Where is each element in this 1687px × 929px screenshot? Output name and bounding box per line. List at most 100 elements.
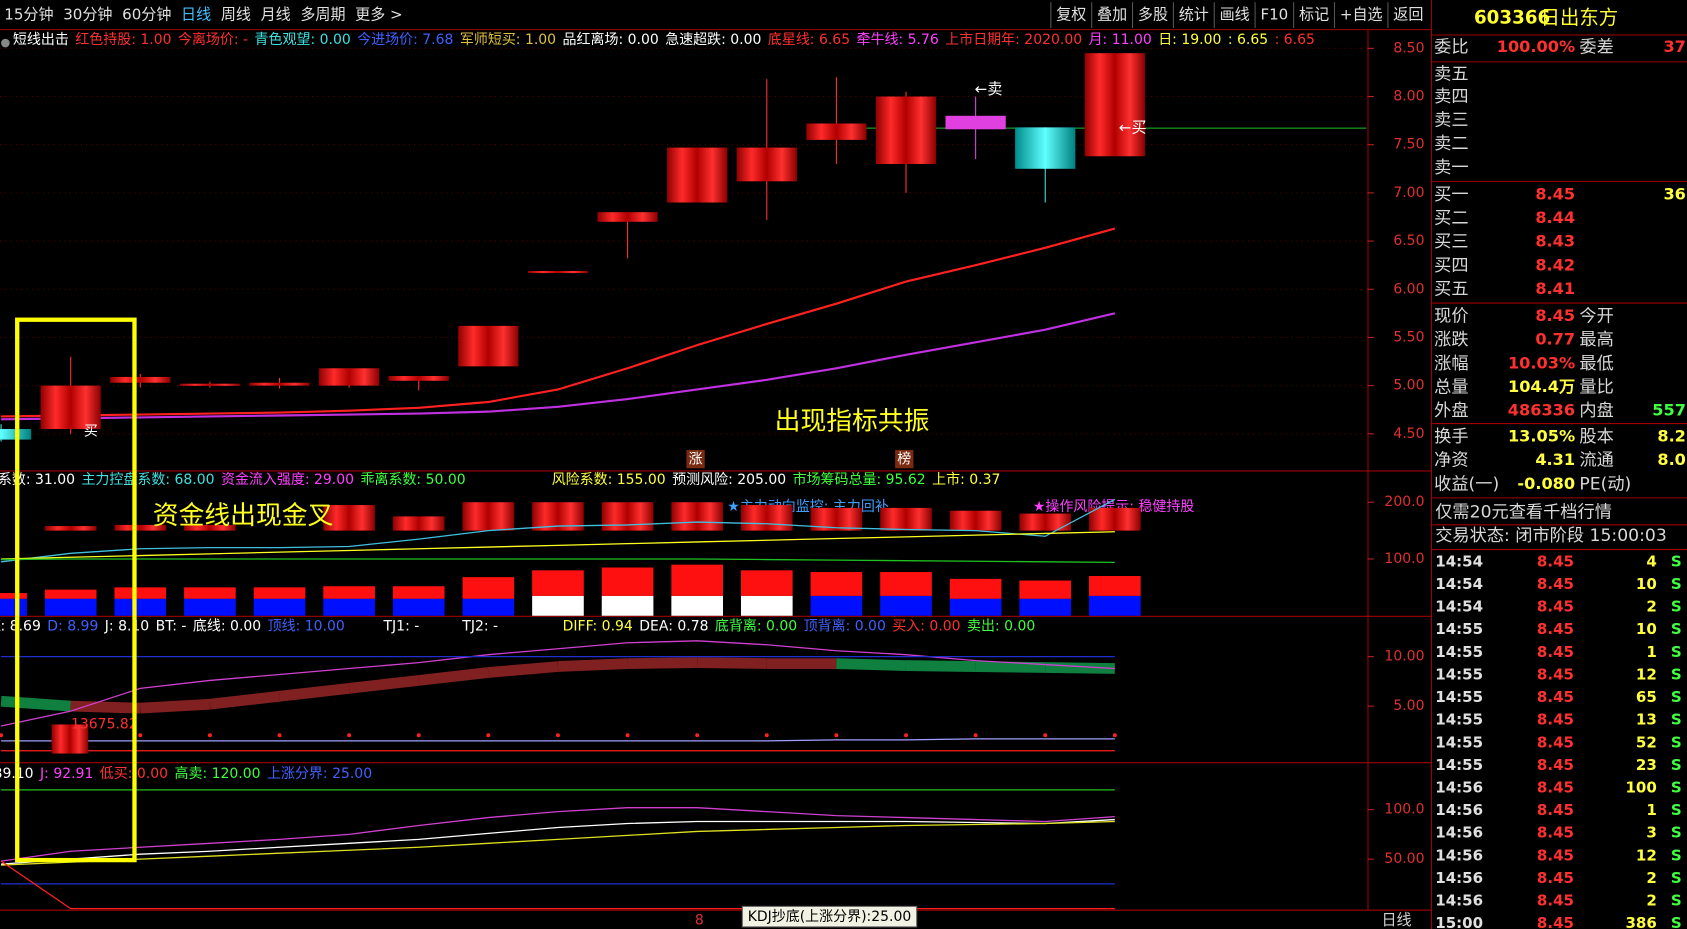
period-tab[interactable]: 更多 > <box>355 6 402 24</box>
cursor-marker: 8 <box>695 912 704 928</box>
indicator-legend: K: 8.69 D: 8.99 J: 8.10 BT: - 底线: 0.00 顶线: 10… <box>0 618 1035 635</box>
toggle-icon[interactable] <box>1 38 10 48</box>
candle-body <box>806 123 867 140</box>
indicator-legend: 系数: 31.00 主力控盘系数: 68.00 资金流入强度: 29.00 乖离系数:… <box>0 471 1000 488</box>
legend-item: J: 8.10 <box>104 619 149 635</box>
y-tick-label: 7.50 <box>1393 137 1424 153</box>
trade-side: S <box>1671 575 1682 593</box>
trade-time: 14:56 <box>1435 801 1483 819</box>
toolbar-button[interactable]: 叠加 <box>1097 6 1127 24</box>
trade-side: S <box>1671 598 1682 616</box>
trade-volume: 12 <box>1636 846 1657 864</box>
macd-band <box>348 675 420 694</box>
trade-time: 14:56 <box>1435 869 1483 887</box>
quote-label: 卖二 <box>1434 134 1468 154</box>
indicator-line <box>1 738 1115 742</box>
trade-volume: 10 <box>1636 620 1657 638</box>
buy-signal: ←买 <box>1119 119 1147 137</box>
trade-time: 14:56 <box>1435 824 1483 842</box>
legend-item: TJ2: - <box>461 619 498 635</box>
toolbar-button[interactable]: 返回 <box>1393 6 1423 24</box>
toolbar-button[interactable]: 标记 <box>1299 6 1329 24</box>
trade-price: 8.45 <box>1537 620 1574 638</box>
quote-label: 外盘 <box>1434 401 1468 421</box>
macd-band <box>70 700 141 714</box>
trade-volume: 23 <box>1636 756 1657 774</box>
flow-bar-lower <box>671 595 723 616</box>
flow-bar-upper <box>323 586 375 599</box>
toolbar-button[interactable]: F10 <box>1260 6 1288 24</box>
quote-label: 流通 <box>1579 451 1613 471</box>
risk-block <box>1089 507 1141 531</box>
trade-time: 14:56 <box>1435 778 1483 796</box>
candle-body <box>667 147 728 203</box>
y-tick-label: 100.0 <box>1384 551 1424 567</box>
legend-item: 牵牛线: 5.76 <box>857 32 939 48</box>
legend-item: 顶背离: 0.00 <box>804 618 886 635</box>
indicator-line <box>1 312 1116 421</box>
toolbar-button[interactable]: 统计 <box>1179 6 1209 24</box>
quote-value: -0.080 <box>1517 474 1575 493</box>
flow-bar-upper <box>810 572 863 596</box>
quote-label: 涨跌 <box>1434 330 1468 350</box>
period-tab[interactable]: 周线 <box>221 6 251 24</box>
period-tab[interactable]: 60分钟 <box>122 6 171 24</box>
risk-block <box>949 510 1002 531</box>
trade-state: 交易状态: 闭市阶段 15:00:03 <box>1435 526 1667 546</box>
buy-signal: 买 <box>84 424 98 440</box>
annotation: 出现指标共振 <box>775 406 930 436</box>
flow-bar-lower <box>740 595 793 616</box>
trade-price: 8.45 <box>1537 778 1574 796</box>
promo[interactable]: 仅需20元查看千档行情 <box>1435 502 1612 522</box>
toolbar-button[interactable]: 多股 <box>1138 6 1168 24</box>
trade-time: 14:54 <box>1435 598 1483 616</box>
trade-side: S <box>1671 688 1682 706</box>
period-tab[interactable]: 月线 <box>261 6 291 24</box>
macd-band <box>905 660 976 672</box>
legend-item: : 6.65 <box>1228 32 1268 48</box>
quote-value: 8.41 <box>1535 279 1575 298</box>
quote-label: 买五 <box>1434 280 1468 300</box>
signal-dot <box>0 733 4 738</box>
legend-item: 高卖: 120.00 <box>175 765 261 782</box>
toolbar-button[interactable]: +自选 <box>1340 6 1383 24</box>
trade-volume: 10 <box>1636 575 1657 593</box>
toolbar-button[interactable]: 画线 <box>1220 6 1250 24</box>
flow-bar-lower <box>810 595 863 616</box>
flow-bar-lower <box>44 598 97 616</box>
flow-bar-upper <box>740 570 793 596</box>
flow-bar-upper <box>601 567 654 596</box>
macd-band <box>557 658 628 672</box>
risk-block <box>184 524 236 531</box>
y-tick-label: 8.50 <box>1393 40 1424 56</box>
risk-block <box>323 505 375 531</box>
period-tab[interactable]: 日线 <box>181 6 211 24</box>
flow-bar-lower <box>392 598 445 616</box>
indicator-line <box>1 558 1115 564</box>
flow-bar-lower <box>323 598 375 616</box>
quote-label: 现价 <box>1434 306 1468 326</box>
legend-item: 今进场价: 7.68 <box>357 32 453 48</box>
period-label: 日线 <box>1381 911 1411 929</box>
period-tab[interactable]: 多周期 <box>300 6 345 24</box>
signal-dot <box>625 733 630 738</box>
legend-item: DEA: 0.78 <box>639 619 708 635</box>
quote-label: 买一 <box>1434 185 1468 205</box>
trade-time: 14:55 <box>1435 711 1483 729</box>
legend-item: 上市日期年: 2020.00 <box>945 31 1082 48</box>
toolbar-button[interactable]: 复权 <box>1056 6 1086 24</box>
quote-label: 量比 <box>1579 378 1613 398</box>
quote-label: 内盘 <box>1579 401 1613 421</box>
quote-value: 557 <box>1652 401 1686 420</box>
flow-bar-upper <box>949 578 1002 599</box>
quote-value: 8.42 <box>1535 255 1575 274</box>
flow-bar-upper <box>184 587 236 599</box>
risk-block <box>601 502 654 531</box>
risk-block <box>880 507 932 531</box>
signal-dot <box>347 733 352 738</box>
period-tab[interactable]: 15分钟 <box>4 6 53 24</box>
flow-bar-lower <box>1089 595 1141 616</box>
sell-signal: ←卖 <box>975 80 1003 98</box>
period-tab[interactable]: 30分钟 <box>63 6 112 24</box>
mini-candle <box>51 724 89 754</box>
